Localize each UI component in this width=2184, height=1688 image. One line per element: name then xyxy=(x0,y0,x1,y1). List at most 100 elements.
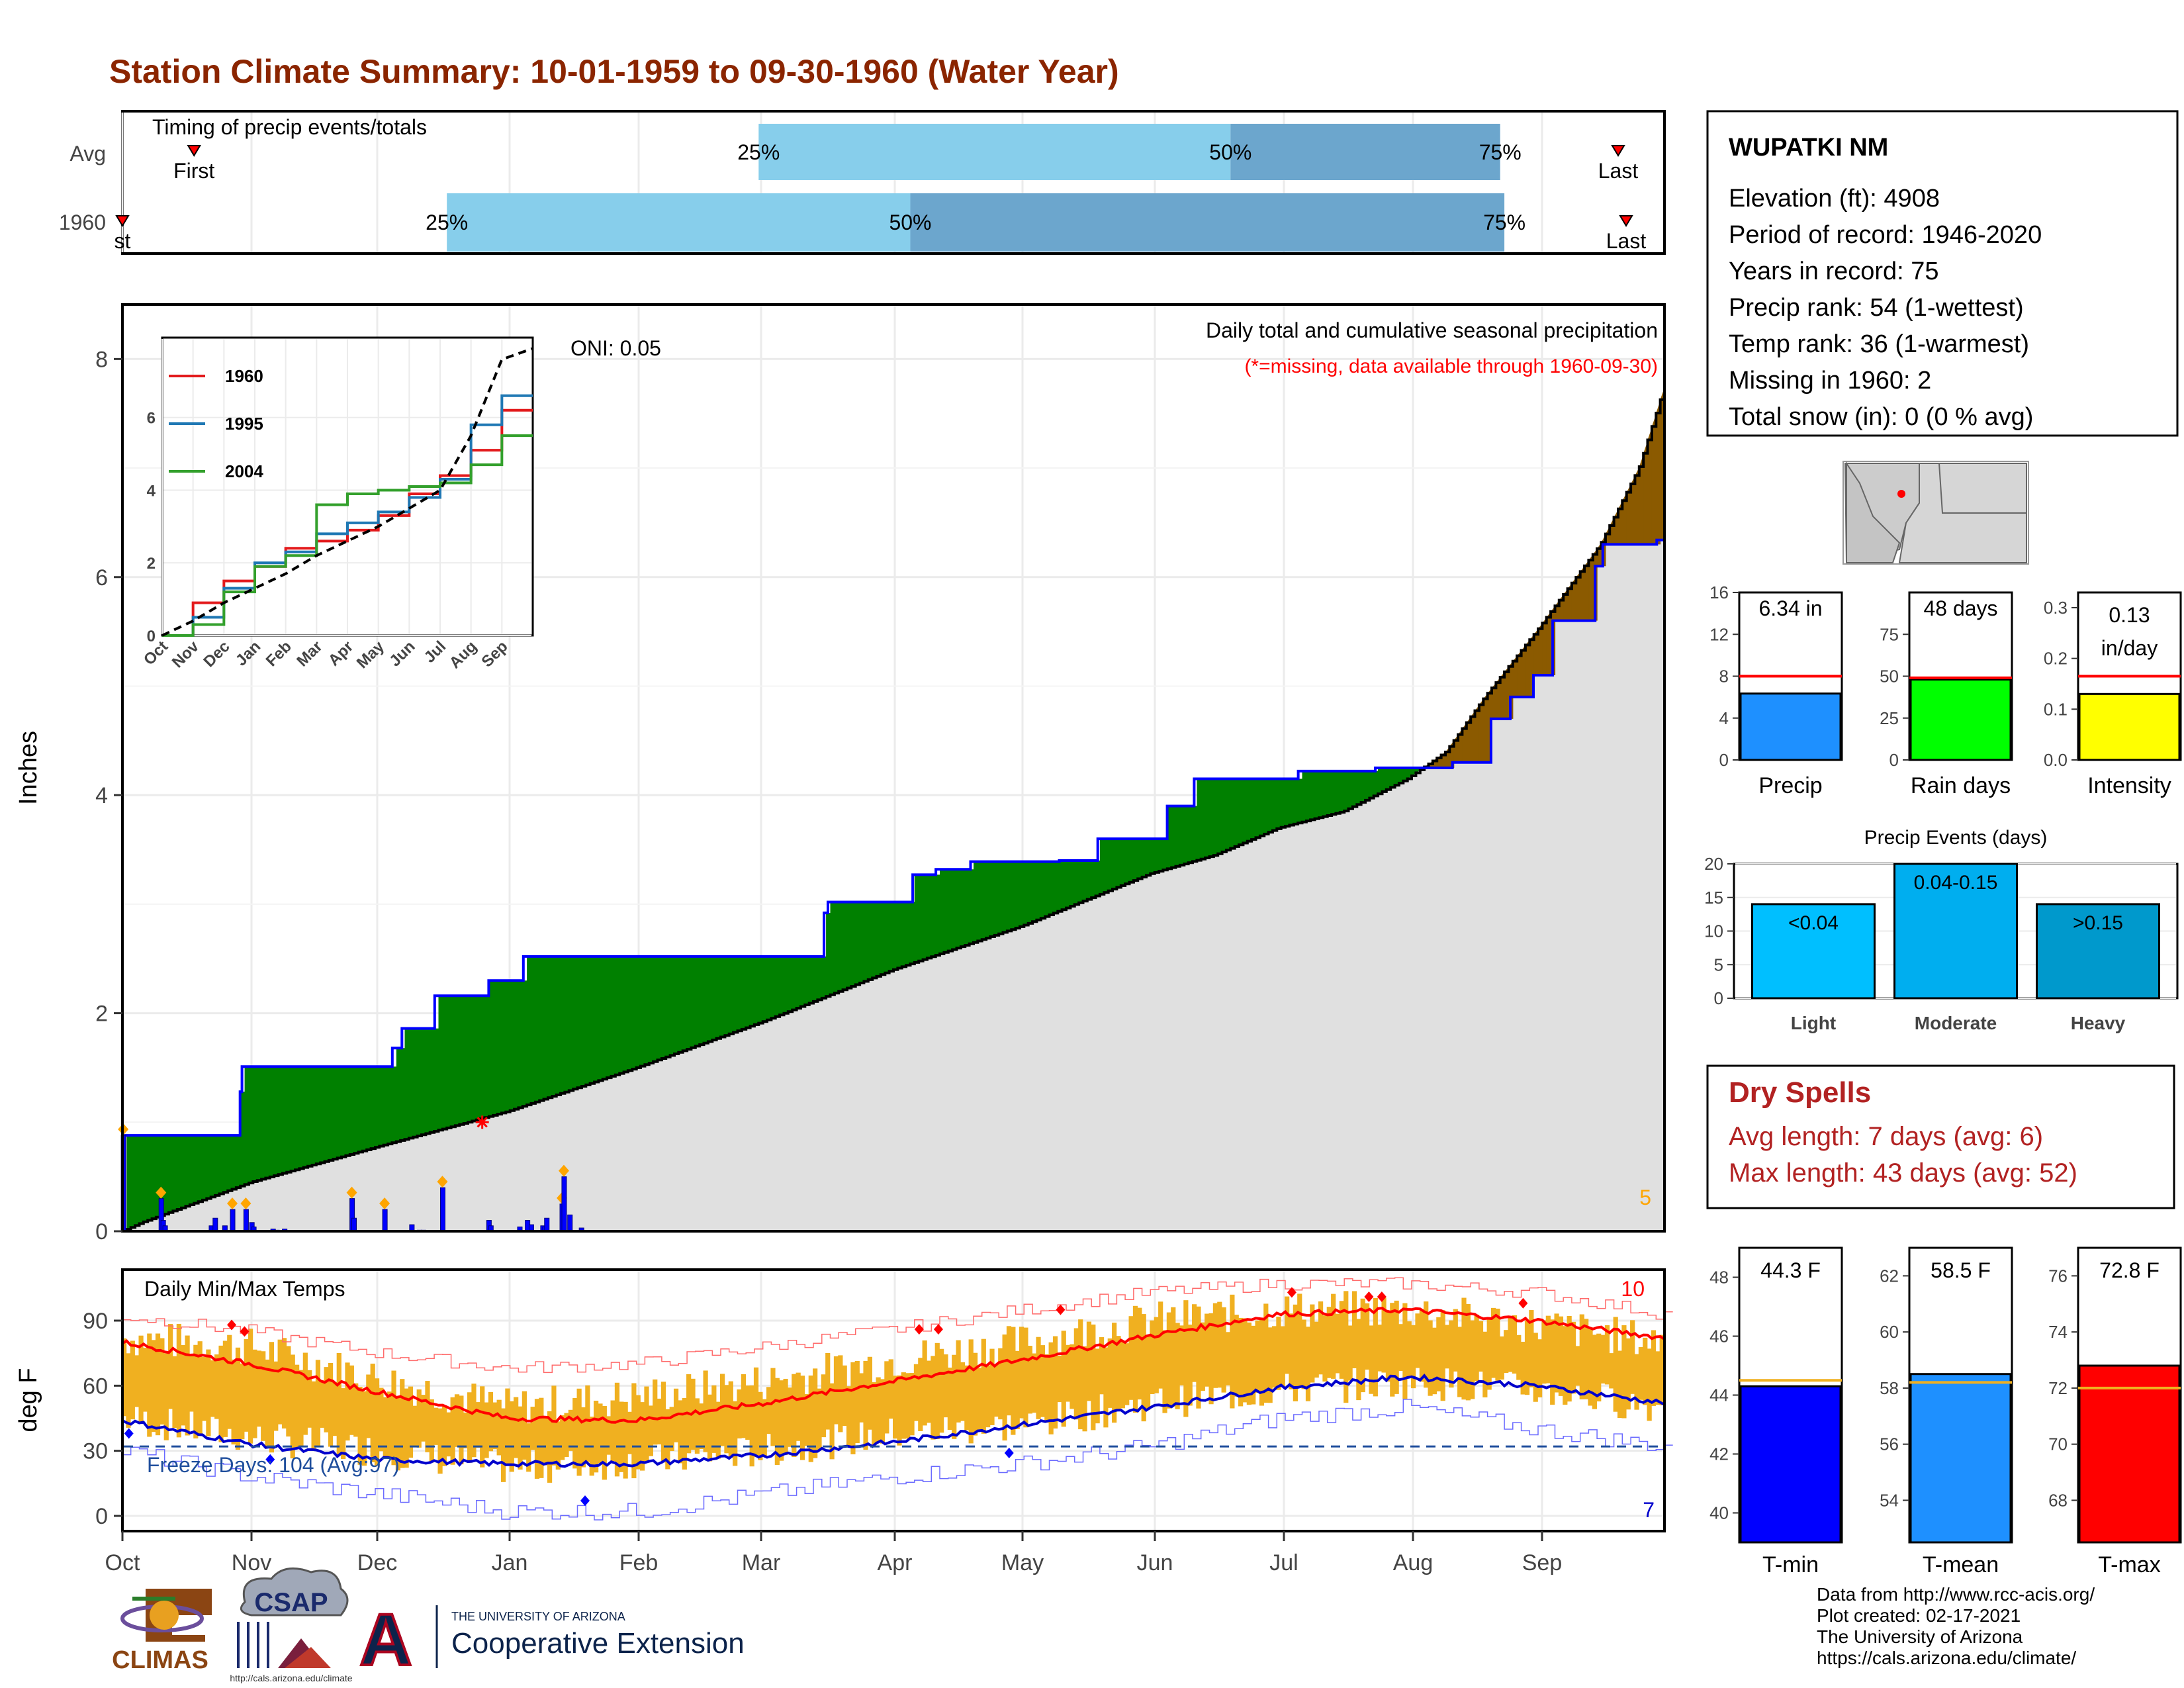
daily-temp-bar xyxy=(1289,1313,1294,1389)
summary-ytick-label: 0.0 xyxy=(2044,750,2068,770)
daily-temp-bar xyxy=(905,1373,911,1439)
month-tick-label: May xyxy=(1001,1550,1044,1575)
temp-ytick-label: 60 xyxy=(83,1374,108,1399)
daily-temp-bar xyxy=(817,1388,822,1451)
above-average-fill xyxy=(826,913,831,997)
above-average-fill xyxy=(978,861,983,941)
timing-pct-label: 25% xyxy=(426,211,468,234)
above-average-fill xyxy=(1336,771,1341,814)
daily-temp-bar xyxy=(1453,1309,1458,1372)
daily-temp-bar xyxy=(1415,1313,1420,1368)
precip-ytick-label: 0 xyxy=(95,1219,108,1244)
precip-ytick-label: 8 xyxy=(95,347,108,372)
daily-temp-bar xyxy=(1461,1297,1467,1400)
above-average-fill xyxy=(484,996,490,1118)
below-average-fill xyxy=(1635,467,1640,545)
daily-temp-bar xyxy=(724,1385,729,1454)
above-average-fill xyxy=(1201,778,1206,859)
above-average-fill xyxy=(278,1066,283,1175)
daily-temp-bar xyxy=(1107,1338,1113,1408)
above-average-fill xyxy=(1133,839,1138,881)
tsummary-ytick-label: 58 xyxy=(1880,1378,1899,1398)
daily-temp-bar xyxy=(1356,1319,1361,1401)
csap-logo: CSAP http://cals.arizona.edu/climate xyxy=(230,1567,353,1683)
above-average-fill xyxy=(1024,861,1029,925)
above-average-fill xyxy=(143,1135,148,1222)
above-average-fill xyxy=(956,869,962,949)
daily-temp-bar xyxy=(256,1350,261,1427)
daily-temp-bar xyxy=(500,1408,506,1482)
above-average-fill xyxy=(1369,771,1375,798)
above-average-fill xyxy=(459,996,465,1125)
above-average-fill xyxy=(240,1092,246,1186)
timing-bar-25-50 xyxy=(758,124,1231,180)
daily-temp-bar xyxy=(1150,1320,1155,1394)
above-average-fill xyxy=(1062,861,1067,910)
above-average-fill xyxy=(1306,771,1311,821)
tsummary-ytick-label: 76 xyxy=(2048,1266,2068,1286)
above-average-fill xyxy=(358,1066,363,1152)
daily-temp-bar xyxy=(669,1407,674,1452)
daily-temp-bar xyxy=(580,1407,586,1468)
daily-temp-bar xyxy=(1103,1347,1109,1428)
daily-temp-bar xyxy=(560,1415,565,1460)
daily-temp-bar xyxy=(939,1348,944,1433)
above-average-fill xyxy=(198,1135,203,1202)
below-average-fill xyxy=(1479,698,1484,763)
daily-temp-bar xyxy=(1592,1335,1597,1409)
daily-temp-bar xyxy=(880,1379,886,1444)
above-average-fill xyxy=(1213,778,1218,856)
daily-temp-bar xyxy=(277,1339,283,1425)
above-average-fill xyxy=(784,956,789,1013)
above-average-fill xyxy=(189,1135,195,1205)
daily-precip-bar xyxy=(243,1209,249,1232)
above-average-fill xyxy=(548,956,553,1098)
above-average-fill xyxy=(506,980,511,1112)
daily-temp-bar xyxy=(1432,1327,1437,1395)
daily-temp-bar xyxy=(227,1335,232,1429)
oni-label: ONI: 0.05 xyxy=(570,336,661,360)
daily-temp-bar xyxy=(1545,1315,1551,1383)
daily-temp-bar xyxy=(480,1386,485,1468)
summary-ytick-label: 50 xyxy=(1880,667,1899,686)
record-high-marker xyxy=(1287,1287,1297,1298)
above-average-fill xyxy=(1314,771,1320,819)
above-average-fill xyxy=(687,956,692,1050)
above-average-fill xyxy=(1319,771,1324,818)
daily-temp-bar xyxy=(1141,1314,1146,1422)
daily-temp-bar xyxy=(1006,1326,1012,1416)
daily-temp-bar xyxy=(1529,1310,1534,1387)
above-average-fill xyxy=(173,1135,178,1211)
above-average-fill xyxy=(1197,778,1202,861)
above-average-fill xyxy=(813,956,818,1002)
above-average-fill xyxy=(367,1066,372,1150)
daily-temp-bar xyxy=(290,1354,295,1459)
above-average-fill xyxy=(741,956,747,1029)
tsummary-bar-T-max xyxy=(2078,1364,2181,1544)
above-average-fill xyxy=(408,1028,414,1139)
daily-temp-bar xyxy=(758,1391,763,1460)
precip-y-axis-label: Inches xyxy=(15,731,42,805)
daily-temp-bar xyxy=(1554,1313,1559,1393)
above-average-fill xyxy=(1218,778,1223,854)
above-average-fill xyxy=(855,902,860,985)
above-average-fill xyxy=(1070,861,1075,906)
daily-temp-bar xyxy=(433,1407,439,1445)
month-tick-label: Jul xyxy=(1269,1550,1298,1575)
above-average-fill xyxy=(1066,861,1071,908)
month-tick-label: Mar xyxy=(742,1550,781,1575)
daily-temp-bar xyxy=(1217,1301,1222,1388)
daily-temp-bar xyxy=(311,1381,316,1449)
above-average-fill xyxy=(253,1066,258,1182)
tsummary-value-label: 72.8 F xyxy=(2099,1258,2160,1282)
above-average-fill xyxy=(602,956,608,1080)
daily-temp-bar xyxy=(163,1353,169,1440)
daily-temp-bar xyxy=(441,1405,447,1466)
above-average-fill xyxy=(1099,839,1105,894)
daily-temp-bar xyxy=(1259,1317,1265,1406)
above-average-fill xyxy=(447,996,452,1128)
daily-temp-bar xyxy=(792,1374,797,1458)
daily-temp-bar xyxy=(244,1339,249,1432)
daily-temp-bar xyxy=(1617,1350,1623,1419)
